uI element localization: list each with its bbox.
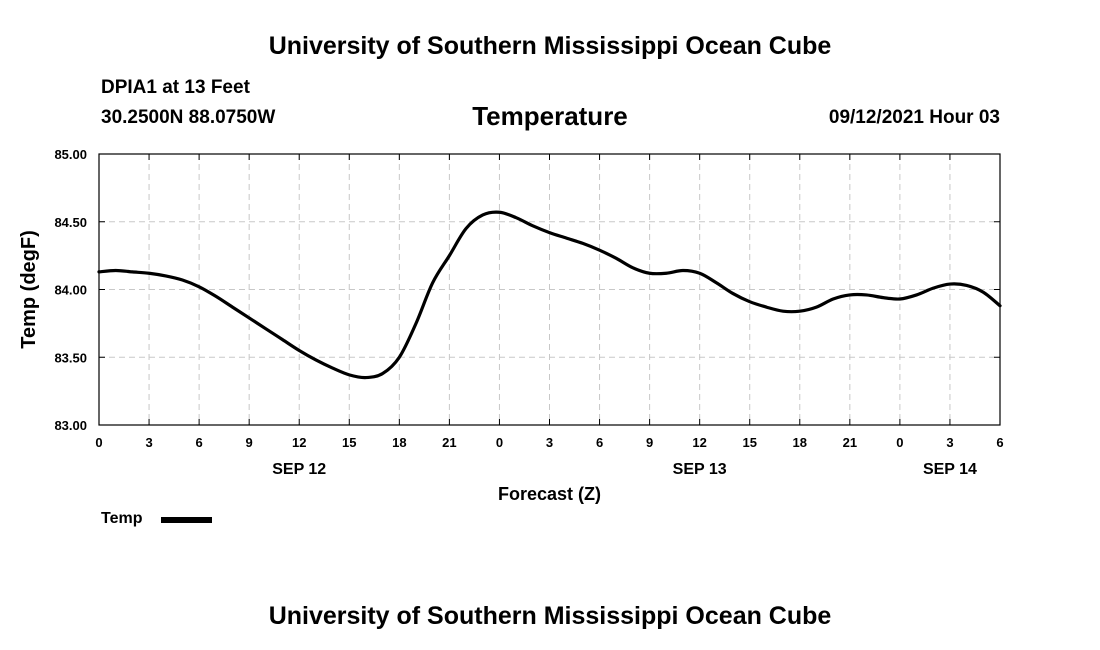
x-tick-label: 0 (896, 435, 903, 450)
station-label: DPIA1 at 13 Feet (101, 77, 250, 98)
x-tick-label: 3 (546, 435, 553, 450)
x-tick-label: 12 (692, 435, 706, 450)
x-tick-label: 12 (292, 435, 306, 450)
y-axis-label: Temp (degF) (18, 230, 40, 349)
y-tick-label: 83.50 (54, 350, 87, 365)
x-tick-label: 15 (342, 435, 356, 450)
x-tick-label: 3 (946, 435, 953, 450)
x-tick-label: 18 (793, 435, 807, 450)
x-tick-label: 9 (646, 435, 653, 450)
x-tick-label: 6 (996, 435, 1003, 450)
x-tick-label: 3 (145, 435, 152, 450)
x-tick-label: 21 (843, 435, 857, 450)
bottom-title: University of Southern Mississippi Ocean… (268, 602, 832, 630)
x-tick-label: 0 (496, 435, 503, 450)
y-tick-label: 83.00 (54, 418, 87, 433)
legend-swatch (161, 517, 212, 523)
top-title: University of Southern Mississippi Ocean… (268, 32, 832, 60)
x-tick-label: 15 (742, 435, 756, 450)
date-label: SEP 14 (923, 461, 977, 478)
x-tick-label: 6 (195, 435, 202, 450)
series-line-temp (97, 210, 1002, 380)
y-tick-label: 84.00 (54, 283, 87, 298)
chart-title: Temperature (472, 101, 628, 131)
x-tick-label: 9 (246, 435, 253, 450)
y-tick-label: 85.00 (54, 147, 87, 162)
x-tick-label: 6 (596, 435, 603, 450)
y-tick-label: 84.50 (54, 215, 87, 230)
legend-label: Temp (101, 510, 143, 527)
x-axis-label: Forecast (Z) (498, 484, 601, 504)
date-label: SEP 13 (673, 461, 727, 478)
date-label: SEP 12 (272, 461, 326, 478)
x-tick-label: 0 (95, 435, 102, 450)
forecast-datetime: 09/12/2021 Hour 03 (828, 107, 1000, 128)
station-coordinates: 30.2500N 88.0750W (101, 107, 276, 128)
x-tick-label: 21 (442, 435, 456, 450)
x-tick-label: 18 (392, 435, 406, 450)
